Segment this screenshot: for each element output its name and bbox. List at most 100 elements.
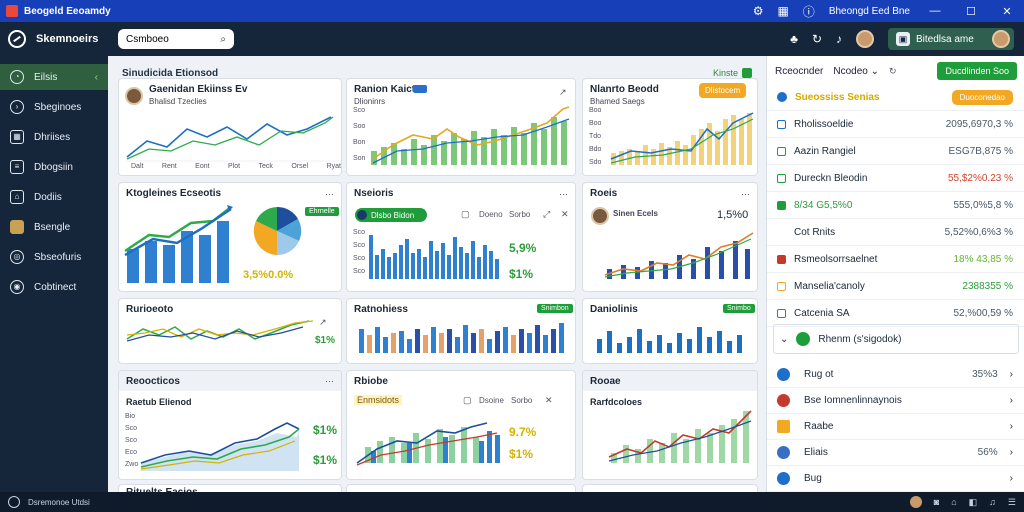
- trend-icon[interactable]: ↗: [319, 317, 327, 327]
- action-link[interactable]: Sorbo: [509, 210, 531, 219]
- sidebar-item-dhriises[interactable]: ▦ Dhriises: [0, 124, 108, 150]
- header-action[interactable]: Kinste: [713, 68, 752, 78]
- maximize-button[interactable]: ☐: [966, 5, 976, 18]
- checkbox-icon[interactable]: [777, 146, 786, 156]
- copy-icon[interactable]: ▢: [461, 209, 470, 219]
- action-link[interactable]: Dsoine: [479, 396, 504, 405]
- list-item[interactable]: Dureckn Bleodin 55,$2%0.23 %: [767, 165, 1024, 192]
- list-item[interactable]: Rholissoeldie 2095,6970,3 %: [767, 111, 1024, 138]
- status-badge[interactable]: Duoconedao: [951, 89, 1013, 105]
- notification-icon[interactable]: ◧: [968, 496, 978, 507]
- grid-icon[interactable]: ▦: [777, 4, 789, 18]
- filter-pill[interactable]: Dlsbo Bidon: [355, 208, 427, 222]
- checkbox-icon[interactable]: [777, 200, 786, 210]
- list-item[interactable]: Eliais 56% ›: [767, 440, 1024, 466]
- trend-icon[interactable]: ↗: [559, 87, 567, 97]
- chevron-down-icon[interactable]: ⌄: [780, 333, 789, 345]
- card-ranion[interactable]: Ranion Kaicts Dlioninrs ↗ Sco Soo Bon Son: [346, 78, 576, 176]
- status-badge[interactable]: Dlistocem: [699, 83, 747, 98]
- camera-icon[interactable]: ◙: [933, 497, 940, 507]
- checkbox-icon[interactable]: [777, 228, 786, 237]
- more-icon[interactable]: ⋯: [325, 376, 334, 386]
- checkbox-icon[interactable]: [777, 308, 786, 318]
- expandable-row[interactable]: ⌄ Rhenm (s'sigodok): [773, 324, 1019, 354]
- action-link[interactable]: Doeno: [479, 210, 503, 219]
- close-icon[interactable]: ✕: [545, 395, 553, 405]
- brand[interactable]: Skemnoeirs: [0, 30, 108, 48]
- sidebar-item-cobtinect[interactable]: ◉ Cobtinect: [0, 274, 108, 300]
- checkbox-icon[interactable]: [777, 254, 786, 264]
- list-item[interactable]: Rsmeolsorrsaelnet 18% 43,85 %: [767, 246, 1024, 273]
- refresh-icon[interactable]: ↻: [889, 65, 897, 76]
- search-box[interactable]: ⌕: [118, 29, 234, 49]
- checkbox-icon[interactable]: [777, 281, 786, 291]
- card-rurioeoto[interactable]: Rurioeoto ↗ $1%: [118, 298, 342, 364]
- more-icon[interactable]: ⋯: [559, 189, 568, 199]
- list-item[interactable]: Catcenia SA 52,%00,59 %: [767, 300, 1024, 327]
- refresh-icon[interactable]: ↻: [811, 32, 822, 46]
- list-item[interactable]: Bse Iomnenlinnaynois ›: [767, 388, 1024, 414]
- chevron-right-icon[interactable]: ›: [1009, 421, 1013, 432]
- card-gaenidan[interactable]: Gaenidan Ekiinss Ev Bhalisd Tzeclies Dal…: [118, 78, 342, 176]
- list-item[interactable]: 8/34 G5,5%0 555,0%5,8 %: [767, 192, 1024, 219]
- chevron-right-icon[interactable]: ›: [1009, 473, 1013, 484]
- menu-icon[interactable]: ☰: [1007, 496, 1016, 507]
- volume-icon[interactable]: ♫: [989, 497, 996, 507]
- card-nseioris[interactable]: Nseioris ⋯ Dlsbo Bidon ▢ Doeno Sorbo ⤢ ✕…: [346, 182, 576, 292]
- bell-icon[interactable]: ♪: [836, 32, 842, 46]
- info-icon[interactable]: ⓘ: [802, 4, 815, 19]
- chevron-right-icon[interactable]: ›: [1009, 369, 1013, 380]
- action-link[interactable]: Sorbo: [511, 396, 533, 405]
- settings-icon[interactable]: ⚙: [752, 4, 764, 18]
- sidebar-item-eilsis[interactable]: ◔ Eilsis ‹: [0, 64, 108, 90]
- avatar[interactable]: [909, 496, 922, 508]
- chevron-right-icon[interactable]: ›: [1009, 395, 1013, 406]
- list-item[interactable]: Sueossiss Senias Duoconedao: [767, 84, 1024, 111]
- list-item[interactable]: Raabe ›: [767, 414, 1024, 440]
- sidebar-item-dbogsiin[interactable]: ≡ Dbogsiin: [0, 154, 108, 180]
- status-icon: [796, 332, 811, 346]
- list-item[interactable]: Manselia'canoly 2388355 %: [767, 273, 1024, 300]
- card-rbiobe[interactable]: Rbiobe Enmsidots ▢ Dsoine Sorbo ✕ 9.7% $…: [346, 370, 576, 480]
- checkbox-icon[interactable]: [777, 119, 786, 129]
- panel-action-button[interactable]: Ducdlinden Soo: [937, 62, 1017, 80]
- panel-select[interactable]: Ncodeo ⌄: [833, 65, 879, 77]
- card-nlanrto[interactable]: Nlanrto Beodd Bhamed Saegs Dlistocem Boo…: [582, 78, 758, 176]
- copy-icon[interactable]: ▢: [463, 395, 472, 405]
- sidebar-item-sbseofuris[interactable]: ◎ Sbseofuris: [0, 244, 108, 270]
- avatar[interactable]: [856, 30, 874, 48]
- search-input[interactable]: [126, 33, 212, 45]
- list-item[interactable]: Rug ot 35%3 ›: [767, 362, 1024, 388]
- chevron-right-icon[interactable]: ›: [1009, 447, 1013, 458]
- checkbox-icon[interactable]: [777, 173, 786, 183]
- network-icon[interactable]: ⌂: [951, 497, 957, 507]
- page-title: Sinudicida Etionsod: [122, 67, 219, 79]
- pin-icon: [777, 394, 790, 407]
- close-button[interactable]: ✕: [1002, 5, 1012, 18]
- sidebar-item-dodiis[interactable]: ⌂ Dodiis: [0, 184, 108, 210]
- card-daniolinis[interactable]: Daniolinis Snimbo: [582, 298, 758, 364]
- people-icon[interactable]: ♣: [790, 32, 798, 46]
- card-rooae[interactable]: Rooae Rarfdcoloes: [582, 370, 758, 480]
- sidebar-item-sbeginoes[interactable]: › Sbeginoes: [0, 94, 108, 120]
- more-icon[interactable]: ⋯: [741, 189, 750, 199]
- card-reoocticos[interactable]: Reoocticos ⋯ Raetub Elienod Bio Sco Sco Eco…: [118, 370, 342, 480]
- settings-icon: ◉: [10, 280, 24, 294]
- list-item[interactable]: Aazin Rangiel ESG7B,875 %: [767, 138, 1024, 165]
- close-icon[interactable]: ✕: [561, 209, 569, 219]
- list-item[interactable]: Bug ›: [767, 466, 1024, 492]
- more-icon[interactable]: ⋯: [325, 189, 334, 199]
- chevron-left-icon[interactable]: ‹: [94, 71, 98, 83]
- card-roeis[interactable]: Roeis ⋯ Sinen Ecels 1,5%0: [582, 182, 758, 292]
- sidebar-item-bsengle[interactable]: Bsengle: [0, 214, 108, 240]
- card-ratnohiess[interactable]: Ratnohiess Snimbon: [346, 298, 576, 364]
- list-item[interactable]: Cot Rnits 5,52%0,6%3 %: [767, 219, 1024, 246]
- minimize-button[interactable]: —: [929, 5, 941, 17]
- profile-pill[interactable]: ▣ Bitedlsa ame: [888, 28, 1014, 50]
- card-ktogleines[interactable]: Ktogleines Ecseotis ⋯ Ehrnelle 3,5%0.0%: [118, 182, 342, 292]
- search-icon[interactable]: ⌕: [220, 33, 226, 45]
- sidebar-item-label: Dbogsiin: [34, 161, 73, 173]
- expand-icon[interactable]: ⤢: [543, 209, 551, 219]
- profile-avatar[interactable]: [992, 30, 1010, 48]
- collapse-icon[interactable]: ▣: [896, 32, 910, 46]
